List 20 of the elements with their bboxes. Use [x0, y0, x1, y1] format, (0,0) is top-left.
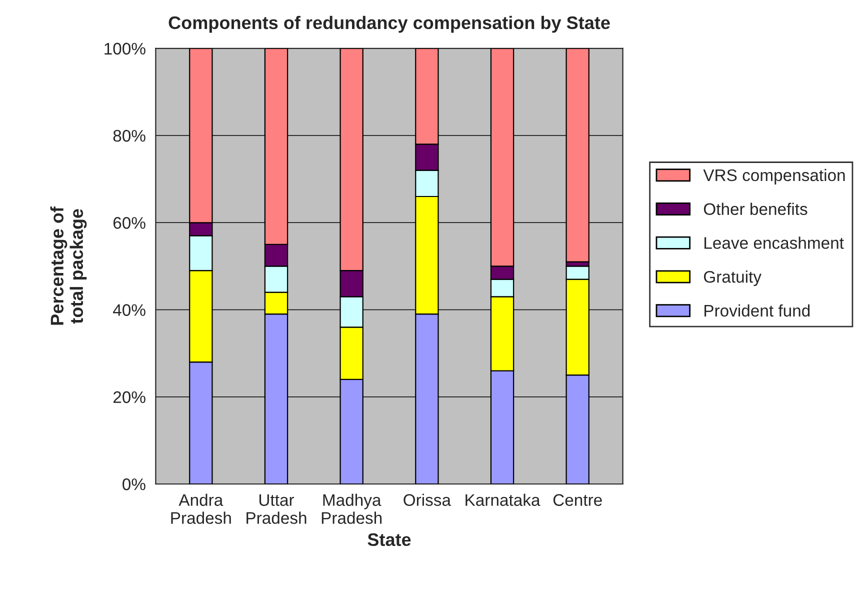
legend-label: Provident fund	[704, 304, 810, 317]
x-tick-label: Uttar Pradesh	[246, 494, 306, 524]
legend-label: Other benefits	[704, 202, 808, 216]
x-tick-label: Madhya Pradesh	[322, 494, 382, 524]
y-tick-label: 100%	[104, 42, 146, 55]
chart-title: Components of redundancy compensation by State	[168, 16, 610, 33]
x-axis-title: State	[368, 533, 411, 546]
y-tick-label: 60%	[113, 217, 146, 229]
x-tick-label: Orissa	[404, 494, 451, 506]
y-tick-label: 40%	[113, 304, 146, 316]
y-axis-title: Percentage of total package	[50, 206, 87, 325]
x-tick-label: Centre	[553, 494, 602, 506]
legend-label: Leave encashment	[704, 236, 844, 249]
y-tick-label: 0%	[122, 478, 146, 490]
legend-label: Gratuity	[704, 270, 762, 286]
x-tick-label: Andra Pradesh	[171, 494, 231, 524]
y-tick-label: 80%	[113, 130, 146, 142]
y-tick-label: 20%	[113, 391, 146, 404]
x-tick-label: Karnataka	[466, 494, 540, 506]
legend-label: VRS compensation	[703, 168, 845, 184]
